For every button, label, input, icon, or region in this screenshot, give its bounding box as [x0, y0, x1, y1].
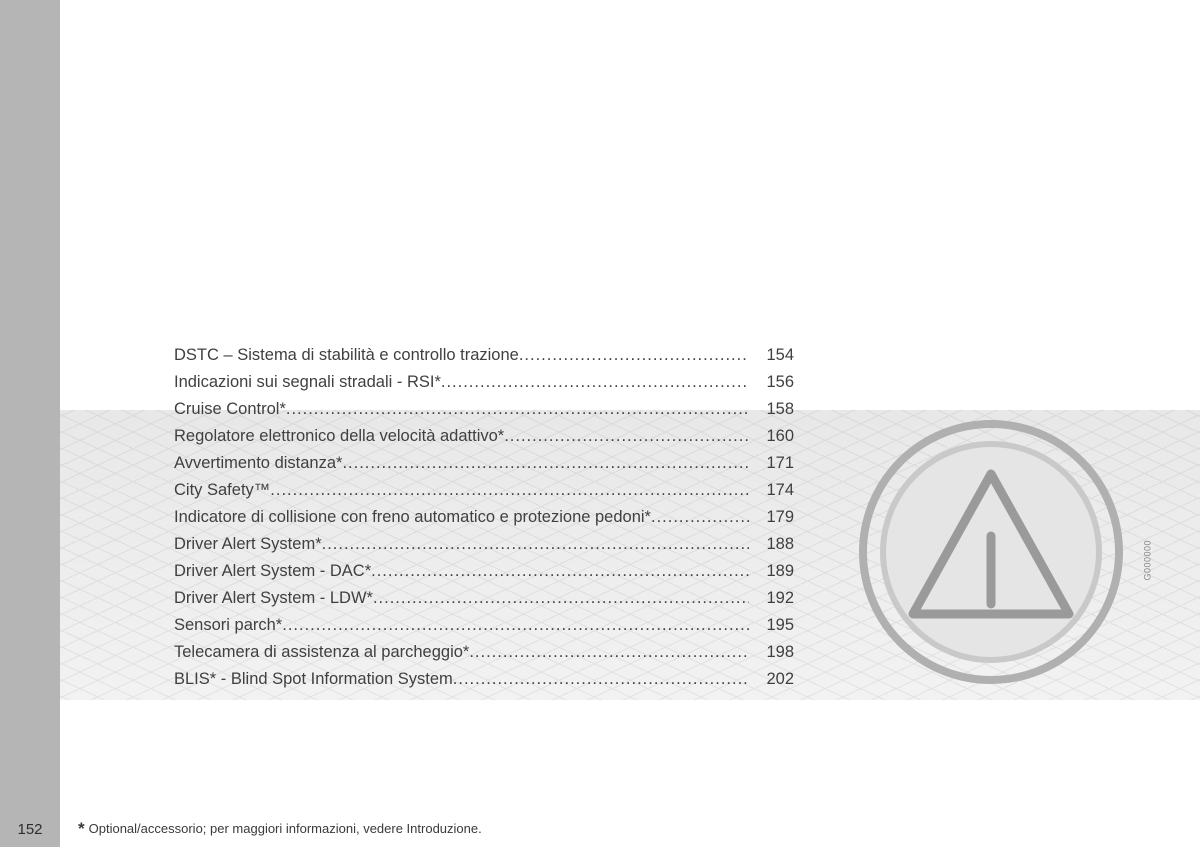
toc-title: Driver Alert System - LDW* [174, 585, 373, 612]
toc-row[interactable]: Telecamera di assistenza al parcheggio* 1… [174, 639, 794, 666]
toc-row[interactable]: Driver Alert System - DAC* 189 [174, 558, 794, 585]
toc-row[interactable]: Regolatore elettronico della velocità ad… [174, 423, 794, 450]
toc-page-number: 195 [749, 612, 794, 639]
warning-triangle-icon [857, 418, 1125, 686]
toc-row[interactable]: Driver Alert System* 188 [174, 531, 794, 558]
toc-page-number: 160 [749, 423, 794, 450]
toc-title: Indicatore di collisione con freno autom… [174, 504, 651, 531]
footnote: *Optional/accessorio; per maggiori infor… [60, 819, 482, 839]
toc-title: Regolatore elettronico della velocità ad… [174, 423, 504, 450]
toc-title: Driver Alert System* [174, 531, 322, 558]
toc-row[interactable]: City Safety™ 174 [174, 477, 794, 504]
toc-page-number: 174 [749, 477, 794, 504]
toc-row[interactable]: Sensori parch* 195 [174, 612, 794, 639]
toc-title: DSTC – Sistema di stabilità e controllo … [174, 342, 519, 369]
toc-page-number: 154 [749, 342, 794, 369]
toc-title: Indicazioni sui segnali stradali - RSI* [174, 369, 441, 396]
toc-leader-dots [371, 558, 749, 585]
toc-title: Sensori parch* [174, 612, 282, 639]
toc-page-number: 179 [749, 504, 794, 531]
toc-title: Driver Alert System - DAC* [174, 558, 371, 585]
footnote-text: Optional/accessorio; per maggiori inform… [89, 821, 482, 836]
toc-leader-dots [453, 666, 749, 693]
toc-page-number: 192 [749, 585, 794, 612]
toc-leader-dots [282, 612, 749, 639]
toc-leader-dots [342, 450, 749, 477]
toc-leader-dots [441, 369, 749, 396]
page-footer: 152 *Optional/accessorio; per maggiori i… [0, 811, 1200, 847]
toc-title: Avvertimento distanza* [174, 450, 342, 477]
page-number: 152 [0, 811, 60, 847]
toc-row[interactable]: Avvertimento distanza* 171 [174, 450, 794, 477]
toc-row[interactable]: Indicatore di collisione con freno autom… [174, 504, 794, 531]
toc-leader-dots [373, 585, 749, 612]
toc-row[interactable]: Cruise Control* 158 [174, 396, 794, 423]
toc-page-number: 188 [749, 531, 794, 558]
image-reference-code: G000000 [1143, 540, 1153, 581]
toc-page-number: 156 [749, 369, 794, 396]
toc-title: Cruise Control* [174, 396, 286, 423]
toc-leader-dots [322, 531, 749, 558]
toc-row[interactable]: Indicazioni sui segnali stradali - RSI* 1… [174, 369, 794, 396]
toc-page-number: 171 [749, 450, 794, 477]
toc-title: Telecamera di assistenza al parcheggio* [174, 639, 469, 666]
toc-title: BLIS* - Blind Spot Information System [174, 666, 453, 693]
toc-page-number: 189 [749, 558, 794, 585]
toc-leader-dots [286, 396, 749, 423]
toc-leader-dots [469, 639, 749, 666]
toc-page-number: 158 [749, 396, 794, 423]
toc-row[interactable]: DSTC – Sistema di stabilità e controllo … [174, 342, 794, 369]
toc-title: City Safety™ [174, 477, 270, 504]
toc-page-number: 202 [749, 666, 794, 693]
toc-row[interactable]: Driver Alert System - LDW* 192 [174, 585, 794, 612]
toc-leader-dots [504, 423, 749, 450]
table-of-contents: DSTC – Sistema di stabilità e controllo … [174, 342, 794, 693]
toc-leader-dots [651, 504, 749, 531]
toc-leader-dots [519, 342, 749, 369]
left-margin-tab [0, 0, 60, 847]
toc-leader-dots [270, 477, 749, 504]
toc-row[interactable]: BLIS* - Blind Spot Information System 202 [174, 666, 794, 693]
toc-page-number: 198 [749, 639, 794, 666]
footnote-asterisk: * [78, 819, 89, 838]
